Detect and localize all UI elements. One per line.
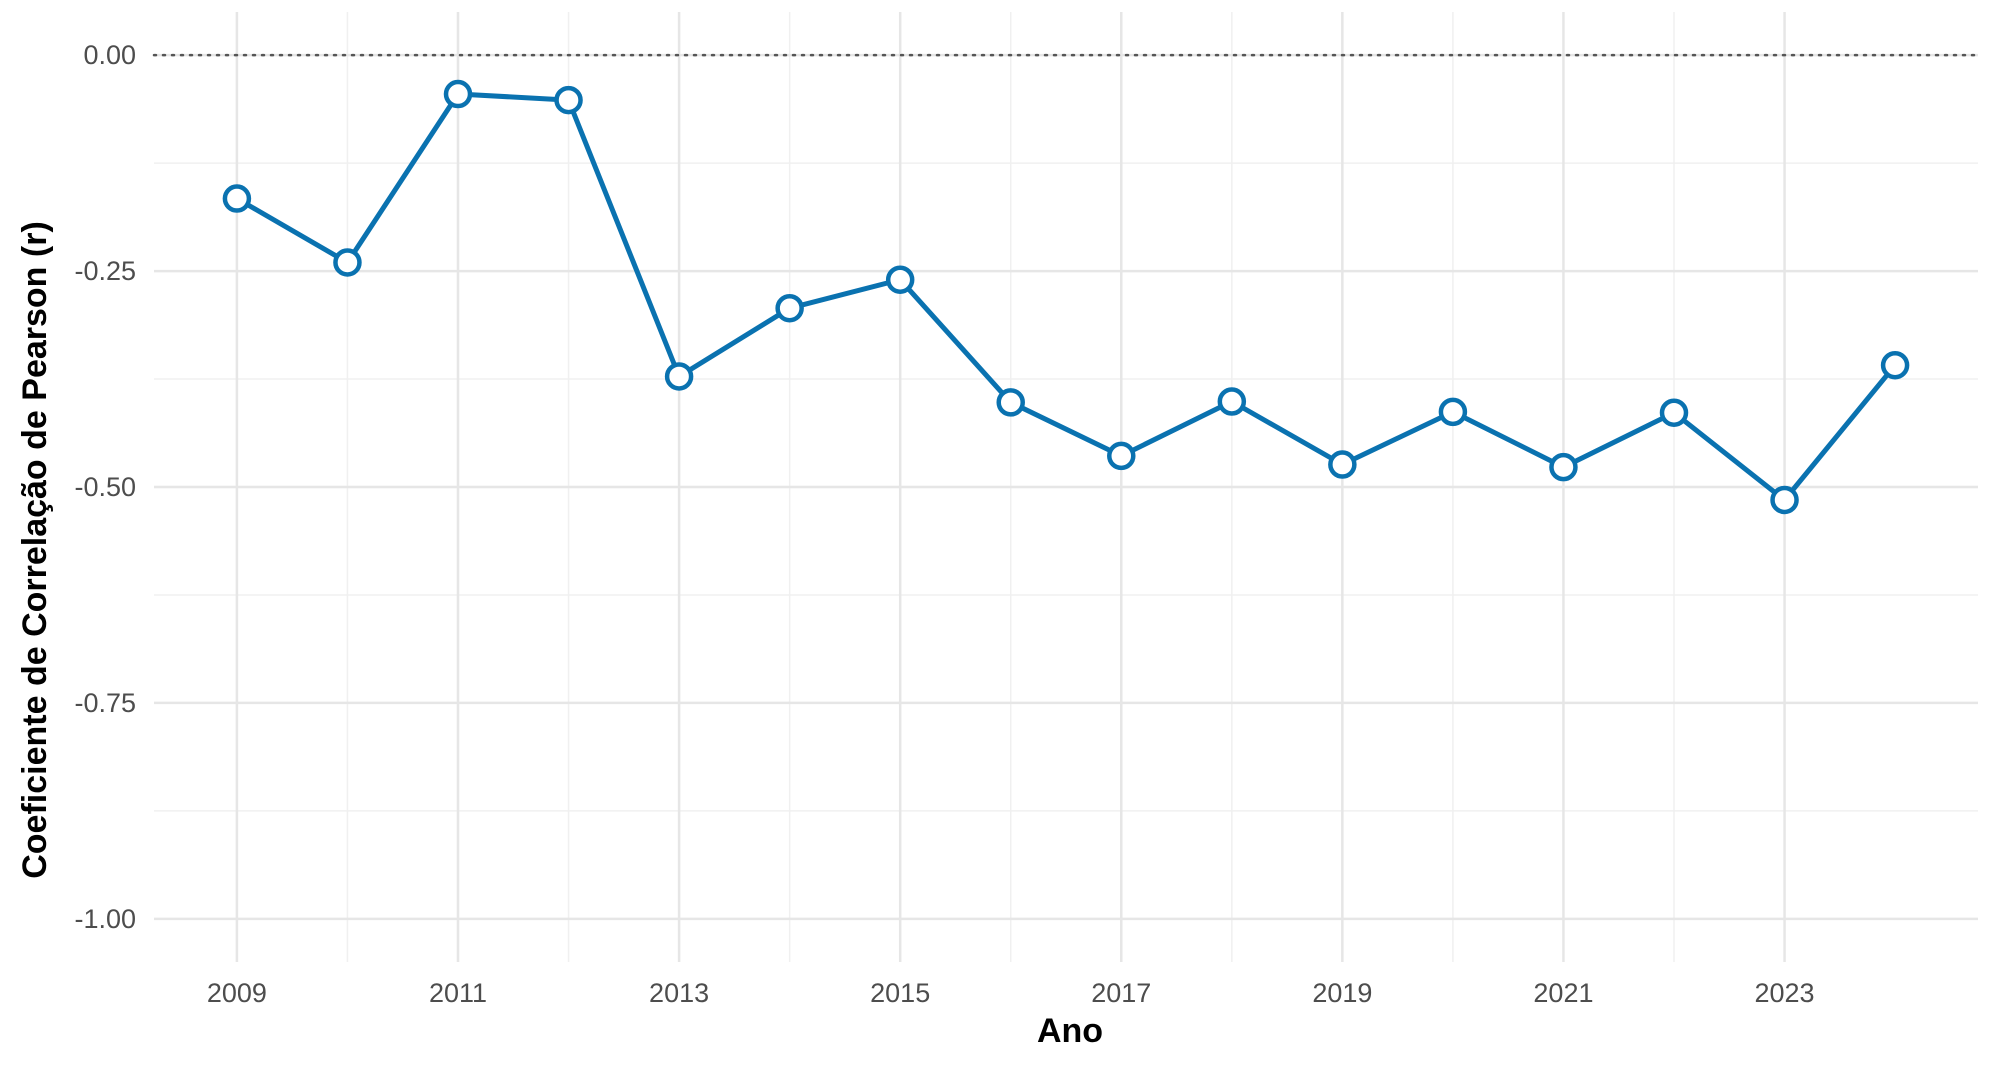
x-axis-title: Ano: [1037, 1012, 1103, 1050]
data-point-2014: [775, 293, 804, 323]
y-tick-label: -0.25: [74, 256, 136, 286]
data-point-2013: [664, 362, 694, 391]
data-point-2023: [1770, 485, 1799, 515]
x-tick-label: 2023: [1755, 978, 1815, 1008]
data-point-2018: [1217, 387, 1247, 416]
x-axis-tick-labels: 2009 2011 2013 2015 2017 2019 2021 2023: [207, 978, 1815, 1008]
data-point-2020: [1438, 397, 1468, 427]
data-point-2022: [1659, 398, 1689, 427]
y-axis-tick-labels: 0.00 -0.25 -0.50 -0.75 -1.00: [74, 40, 136, 934]
x-tick-label: 2011: [429, 978, 487, 1008]
x-tick-label: 2019: [1312, 978, 1372, 1008]
data-point-2010: [333, 248, 362, 277]
y-tick-label: 0.00: [83, 40, 136, 70]
data-point-2021: [1549, 452, 1578, 482]
data-point-2011: [443, 79, 473, 109]
series-line: [235, 91, 1898, 503]
y-tick-label: -0.50: [74, 472, 136, 502]
data-point-2012: [554, 85, 583, 115]
data-point-2009: [222, 184, 252, 213]
y-tick-label: -1.00: [74, 904, 136, 934]
data-point-2015: [885, 265, 915, 294]
y-tick-label: -0.75: [74, 688, 136, 718]
x-tick-label: 2017: [1091, 978, 1151, 1008]
data-point-2017: [1107, 441, 1136, 471]
data-point-2019: [1328, 450, 1357, 479]
y-axis-title: Coeficiente de Correlação de Pearson (r): [16, 221, 54, 879]
x-tick-label: 2013: [649, 978, 709, 1008]
x-tick-label: 2009: [207, 978, 267, 1008]
series-layer: [222, 79, 1910, 515]
data-point-2024: [1880, 350, 1910, 380]
major-gridlines: [154, 12, 1978, 962]
x-tick-label: 2021: [1533, 978, 1593, 1008]
x-tick-label: 2015: [870, 978, 930, 1008]
data-point-2016: [996, 388, 1025, 417]
